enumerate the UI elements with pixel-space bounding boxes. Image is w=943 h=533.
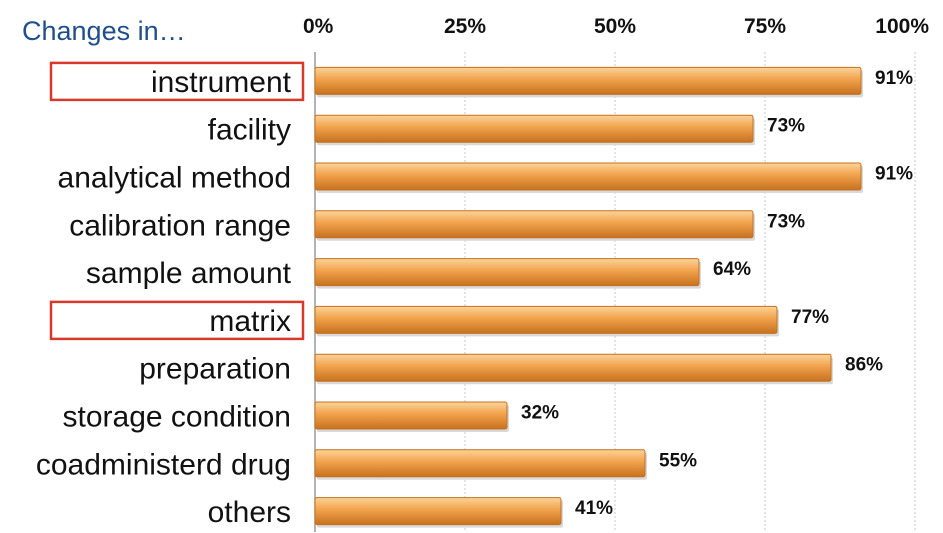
bar-sample-amount: [314, 258, 700, 287]
data-label: 91%: [875, 68, 913, 89]
x-axis-ticks: 0% 25% 50% 75% 100%: [303, 15, 929, 38]
category-label: facility: [208, 114, 291, 147]
data-label: 86%: [845, 355, 883, 376]
bar-instrument: [314, 66, 862, 95]
x-tick-label: 75%: [744, 15, 786, 38]
category-labels: instrument facility analytical method calib…: [36, 61, 305, 529]
data-label: 41%: [575, 498, 613, 519]
bars: [314, 66, 863, 528]
category-label: preparation: [139, 353, 291, 386]
chart-title: Changes in…: [22, 16, 186, 46]
bar-matrix: [314, 305, 778, 334]
category-label: sample amount: [86, 257, 292, 290]
data-label: 91%: [875, 164, 913, 185]
data-label: 55%: [659, 450, 697, 471]
bar-facility: [314, 114, 754, 143]
data-label: 64%: [713, 259, 751, 280]
category-label: others: [208, 496, 291, 529]
bar-analytical-method: [314, 162, 862, 191]
category-label: matrix: [209, 305, 291, 338]
bar-preparation: [314, 353, 832, 382]
x-tick-label: 50%: [594, 15, 636, 38]
highlight-box: [49, 61, 305, 102]
data-labels: 91% 73% 91% 73% 64% 77% 86% 32% 55% 41%: [521, 68, 913, 519]
x-tick-label: 0%: [303, 15, 334, 38]
x-tick-label: 25%: [444, 15, 486, 38]
data-label: 73%: [767, 116, 805, 137]
category-label: calibration range: [69, 209, 291, 242]
bar-coadministerd-drug: [314, 449, 646, 478]
bar-storage-condition: [314, 401, 508, 430]
highlight-box: [49, 300, 305, 341]
x-tick-label: 100%: [875, 15, 929, 38]
category-label: coadministerd drug: [36, 448, 291, 481]
category-label: storage condition: [63, 401, 292, 434]
bar-calibration-range: [314, 210, 754, 239]
category-label: analytical method: [58, 162, 291, 195]
data-label: 32%: [521, 403, 559, 424]
data-label: 77%: [791, 307, 829, 328]
category-label: instrument: [151, 66, 292, 99]
bar-others: [314, 497, 562, 526]
data-label: 73%: [767, 211, 805, 232]
